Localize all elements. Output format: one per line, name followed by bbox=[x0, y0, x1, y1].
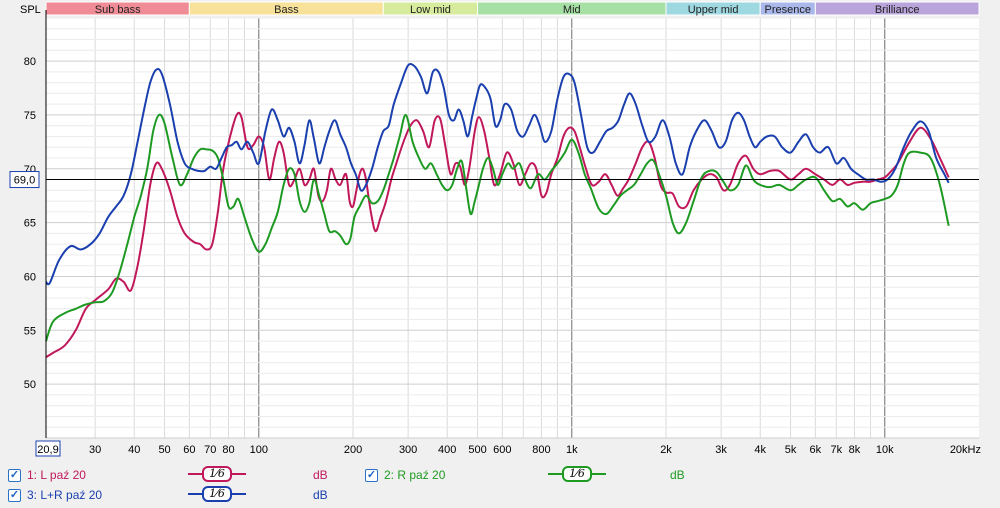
plot-area[interactable] bbox=[46, 18, 979, 438]
cursor-box bbox=[9, 171, 40, 189]
legend-entry-2: 2: R paź 20 bbox=[365, 465, 445, 485]
x-tick-label: 400 bbox=[438, 444, 456, 456]
x-tick-label: 8k bbox=[849, 444, 861, 456]
y-tick-label: 65 bbox=[24, 218, 36, 230]
legend-entry-3: 3: L+R paź 20 bbox=[8, 485, 102, 505]
series-2-unit: dB bbox=[670, 468, 685, 482]
x-tick-label: 80 bbox=[222, 444, 234, 456]
x-tick-label: 4k bbox=[754, 444, 766, 456]
band-label-0: Sub bass bbox=[95, 4, 141, 16]
x-tick-label: 2k bbox=[660, 444, 672, 456]
y-tick-label: 55 bbox=[24, 325, 36, 337]
series-1-checkbox[interactable] bbox=[8, 468, 21, 482]
x-tick-label: 40 bbox=[128, 444, 140, 456]
band-label-1: Bass bbox=[274, 4, 299, 16]
series-3-unit: dB bbox=[313, 488, 328, 502]
band-label-3: Mid bbox=[563, 4, 581, 16]
y-axis-title: SPL bbox=[20, 4, 41, 16]
band-6 bbox=[814, 1, 980, 16]
x-tick-label: 200 bbox=[344, 444, 362, 456]
series-2-smoothing[interactable]: 1⁄6 bbox=[548, 466, 606, 482]
x-tick-label: 300 bbox=[399, 444, 417, 456]
series-3-label: 3: L+R paź 20 bbox=[27, 488, 103, 502]
cursor-value-label: 69,0 bbox=[14, 175, 35, 187]
x-tick-label: 20kHz bbox=[950, 444, 981, 456]
band-label-6: Brilliance bbox=[875, 4, 920, 16]
series-3-smoothing-value[interactable]: 1⁄6 bbox=[202, 486, 232, 502]
x-tick-label: 500 bbox=[468, 444, 486, 456]
band-label-2: Low mid bbox=[410, 4, 451, 16]
series-3-checkbox[interactable] bbox=[8, 488, 21, 502]
series-1-label: 1: L paź 20 bbox=[27, 468, 86, 482]
x-tick-label: 1k bbox=[566, 444, 578, 456]
x-start-box bbox=[35, 440, 61, 457]
grid bbox=[46, 17, 979, 439]
x-tick-label: 7k bbox=[830, 444, 842, 456]
series-3-smoothing[interactable]: 1⁄6 bbox=[188, 486, 246, 502]
x-tick-label: 800 bbox=[532, 444, 550, 456]
x-tick-label: 600 bbox=[493, 444, 511, 456]
series-2-smoothing-value[interactable]: 1⁄6 bbox=[562, 466, 592, 482]
series-2-checkbox[interactable] bbox=[365, 468, 378, 482]
x-tick-label: 10k bbox=[876, 444, 894, 456]
series-1-curve bbox=[45, 111, 950, 359]
x-tick-label: 30 bbox=[89, 444, 101, 456]
y-tick-label: 50 bbox=[24, 379, 36, 391]
series-3-curve bbox=[45, 63, 950, 286]
x-tick-label: 70 bbox=[204, 444, 216, 456]
band-label-4: Upper mid bbox=[688, 4, 739, 16]
y-tick-label: 75 bbox=[24, 110, 36, 122]
x-tick-label: 100 bbox=[250, 444, 268, 456]
x-start-label: 20,9 bbox=[37, 444, 58, 456]
series-2-label: 2: R paź 20 bbox=[384, 468, 446, 482]
x-tick-label: 50 bbox=[158, 444, 170, 456]
frequency-response-chart[interactable]: Sub bass Bass Low mid Mid Upper mid Presence B… bbox=[0, 0, 1000, 460]
x-tick-label: 6k bbox=[810, 444, 822, 456]
x-tick-label: 3k bbox=[715, 444, 727, 456]
series-1-smoothing[interactable]: 1⁄6 bbox=[188, 466, 246, 482]
series-1-unit: dB bbox=[313, 468, 328, 482]
band-label-5: Presence bbox=[765, 4, 811, 16]
curves bbox=[45, 63, 950, 359]
frequency-bands: Sub bass Bass Low mid Mid Upper mid Presence B… bbox=[45, 1, 980, 16]
series-2-curve bbox=[45, 113, 950, 342]
x-tick-label: 60 bbox=[183, 444, 195, 456]
y-tick-label: 60 bbox=[24, 271, 36, 283]
series-1-smoothing-value[interactable]: 1⁄6 bbox=[202, 466, 232, 482]
y-tick-label: 80 bbox=[24, 56, 36, 68]
legend-entry-1: 1: L paź 20 bbox=[8, 465, 86, 485]
x-tick-label: 5k bbox=[785, 444, 797, 456]
